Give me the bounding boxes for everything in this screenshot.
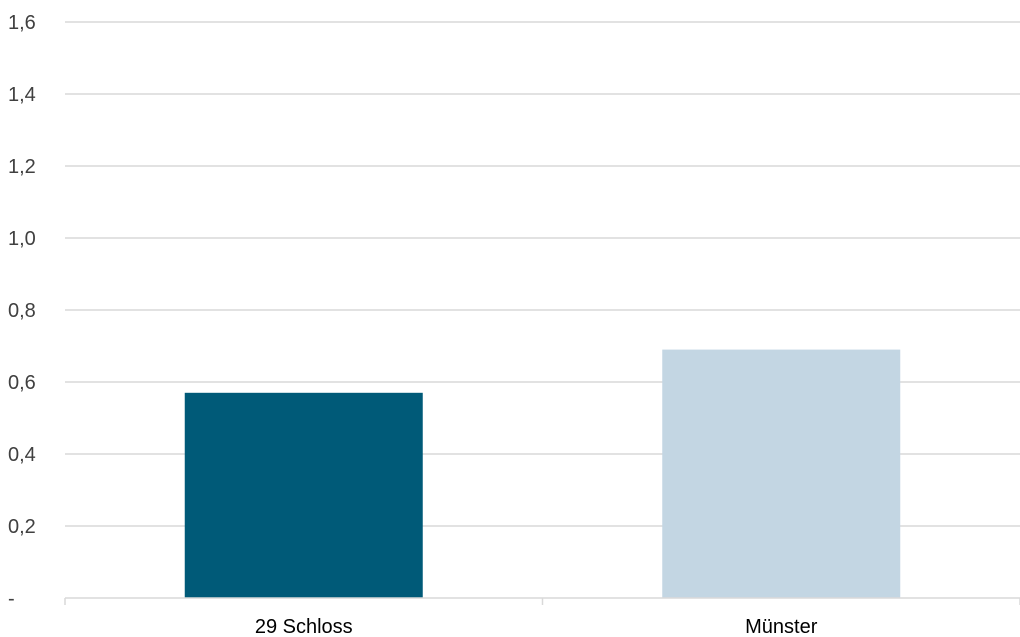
bar (662, 349, 901, 598)
y-tick-label: 1,4 (8, 84, 36, 106)
x-category-label: 29 Schloss (255, 616, 353, 637)
y-tick-label: 0,8 (8, 300, 36, 322)
bar (184, 392, 423, 598)
y-tick-label: - (8, 588, 15, 610)
x-axis-category-labels: 29 Schloss Münster (255, 616, 818, 637)
y-axis-tick-labels: - 0,2 0,4 0,6 0,8 1,0 1,2 1,4 1,6 (8, 12, 36, 610)
x-category-label: Münster (745, 616, 818, 637)
bars (184, 349, 901, 598)
y-tick-label: 0,2 (8, 516, 36, 538)
x-axis (64, 597, 1020, 605)
y-tick-label: 1,2 (8, 156, 36, 178)
y-tick-label: 0,4 (8, 444, 36, 466)
y-tick-label: 1,6 (8, 12, 36, 34)
y-tick-label: 1,0 (8, 228, 36, 250)
y-tick-label: 0,6 (8, 372, 36, 394)
